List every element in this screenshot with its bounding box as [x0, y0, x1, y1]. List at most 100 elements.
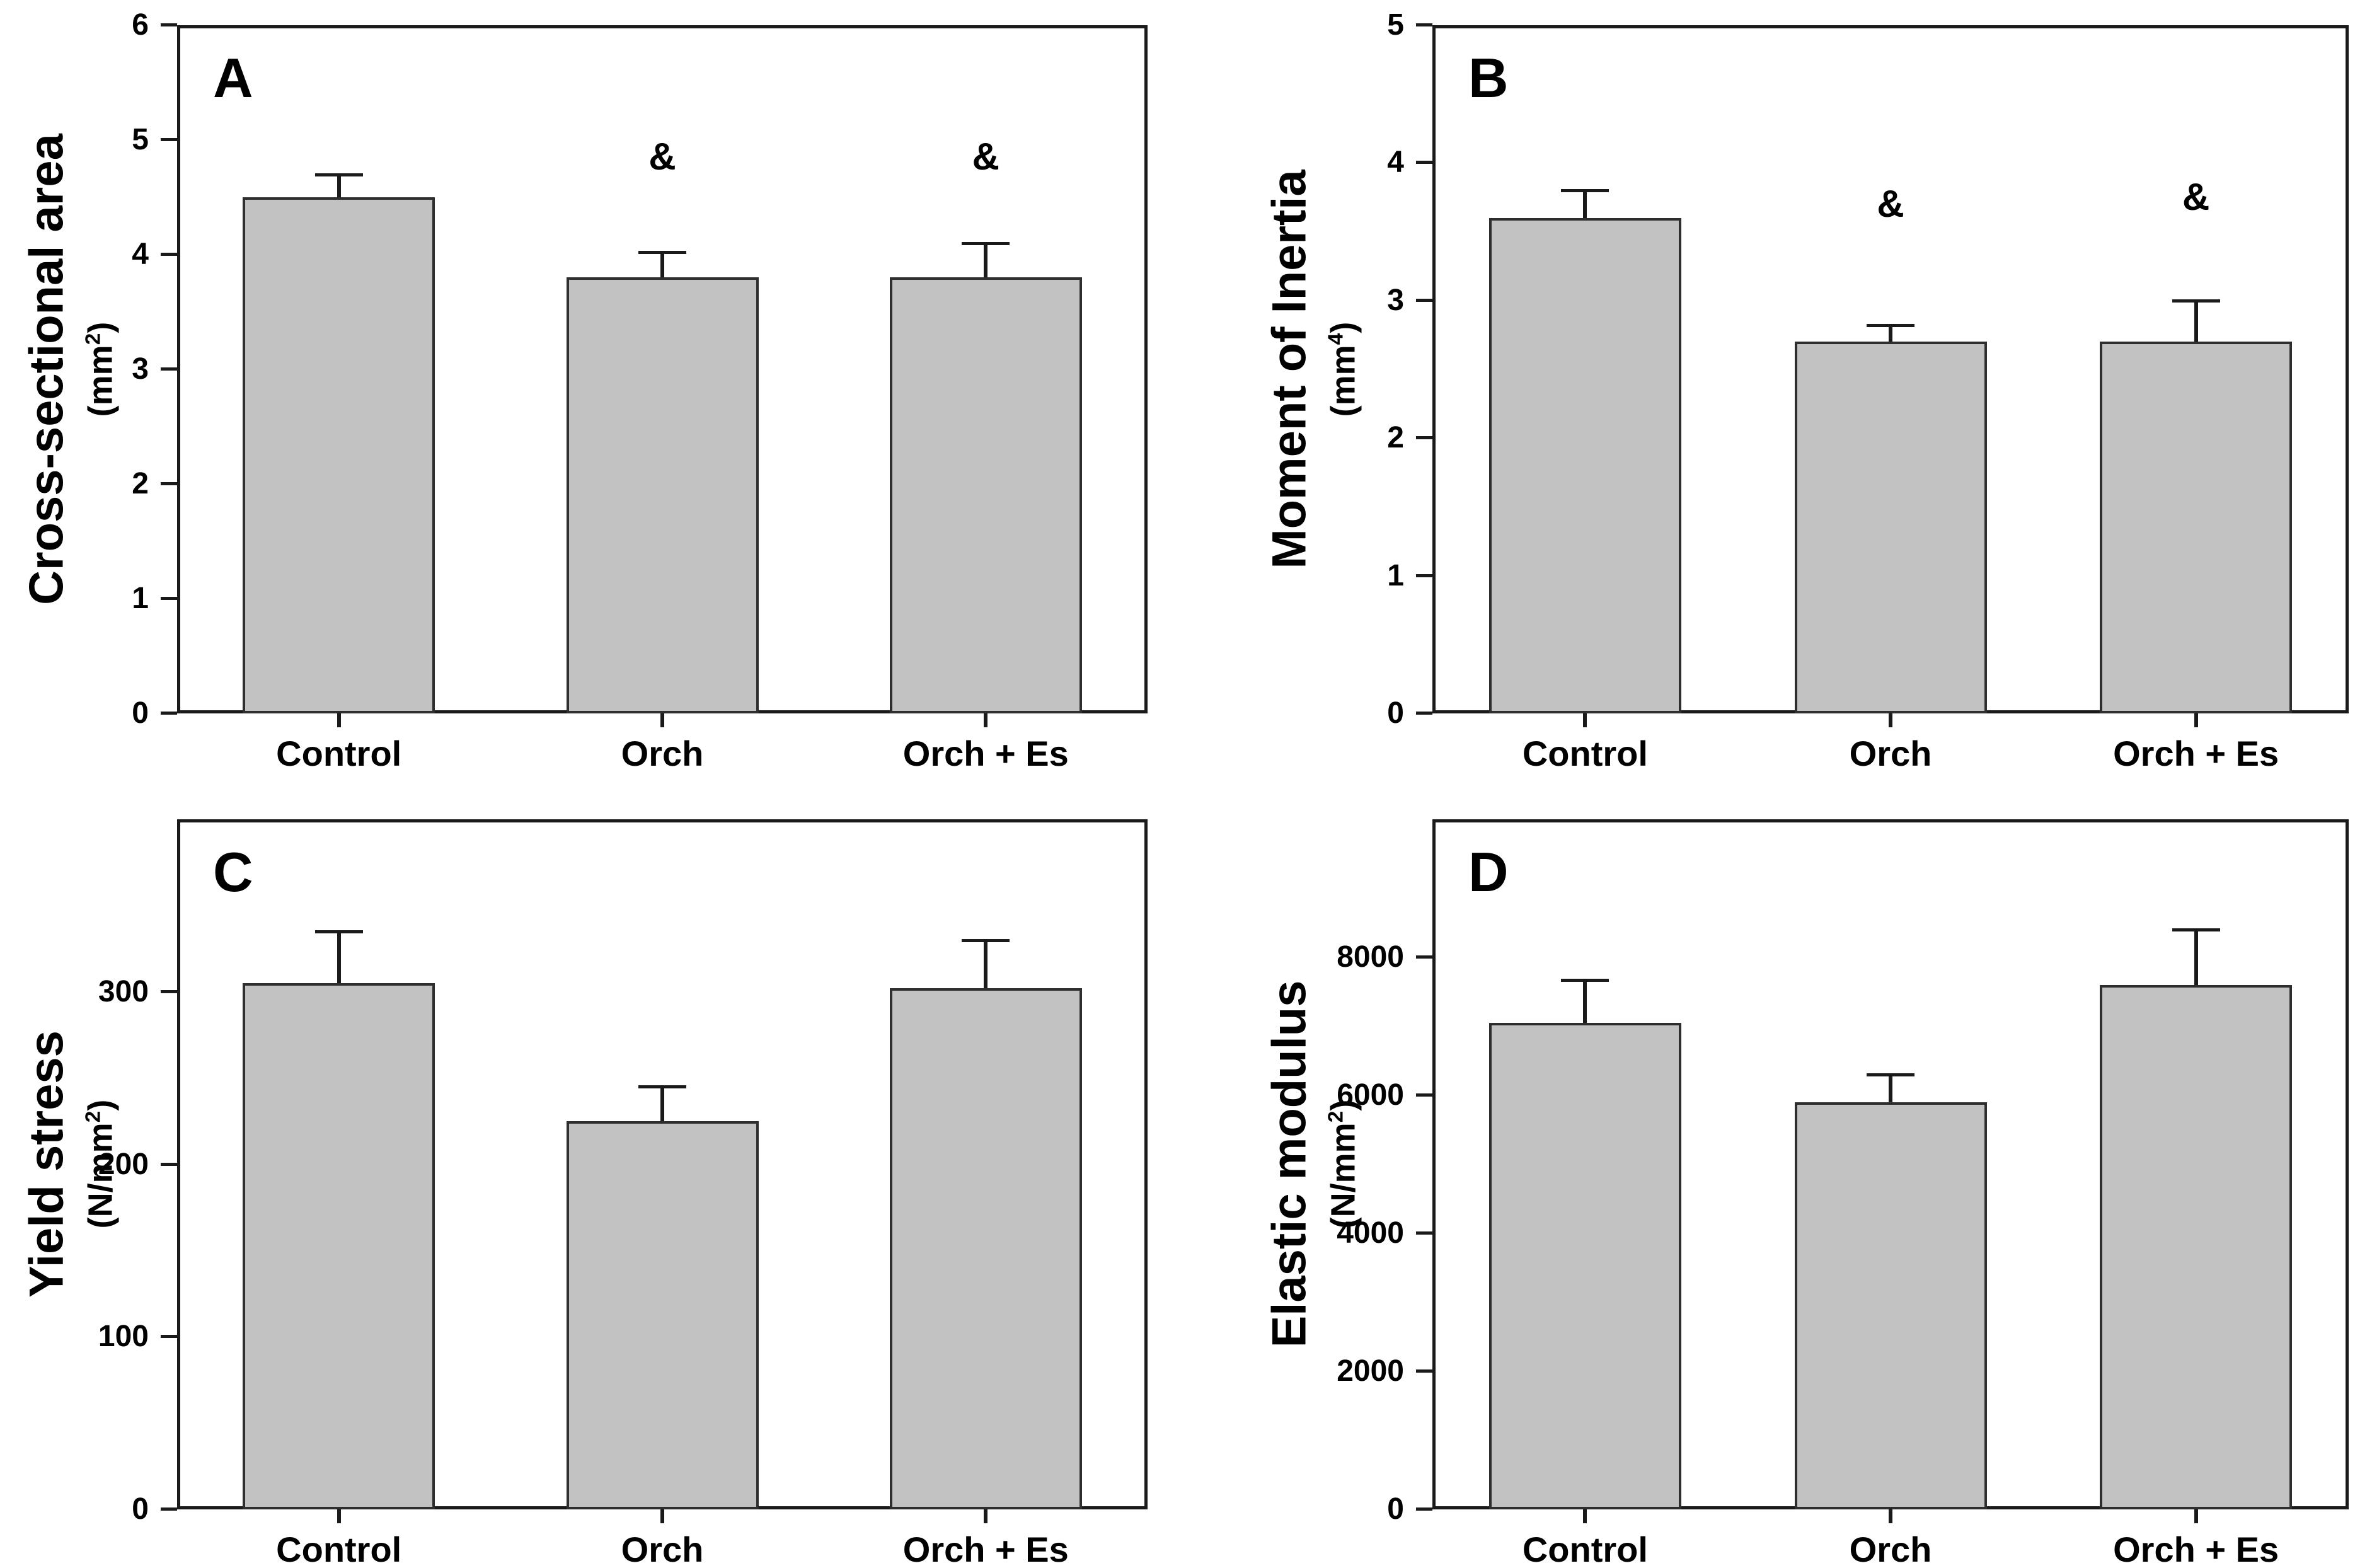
- panel-c-x-tick: [984, 1509, 988, 1523]
- panel-a-significance-marker: &: [648, 135, 676, 178]
- panel-a-error-bar: [337, 174, 341, 197]
- panel-d-error-bar-cap: [1561, 979, 1609, 983]
- panel-b-bar-orch-es: [2100, 342, 2293, 713]
- panel-a-y-tick: [161, 482, 177, 485]
- panel-c-bar-orch-es: [889, 988, 1082, 1509]
- panel-d-y-tick: [1416, 1093, 1432, 1097]
- panel-d-y-axis-title: Elastic modulus: [1262, 980, 1316, 1348]
- panel-c-bar-control: [243, 983, 435, 1509]
- panel-a-y-tick-label: 4: [132, 238, 149, 271]
- panel-d-y-tick-label: 4000: [1337, 1216, 1404, 1250]
- panel-b-y-tick: [1416, 436, 1432, 440]
- panel-d-x-tick: [2194, 1509, 2198, 1523]
- panel-d-error-bar-cap: [1867, 1073, 1914, 1077]
- panel-b-y-axis-unit: (mm4): [1324, 321, 1362, 417]
- panel-b-bar-orch: [1794, 342, 1987, 713]
- panel-c-y-tick: [161, 1335, 177, 1339]
- panel-b-x-tick: [2194, 713, 2198, 727]
- panel-d-x-tick: [1889, 1509, 1892, 1523]
- panel-a-y-tick-label: 3: [132, 352, 149, 386]
- panel-b-error-bar-cap: [1561, 189, 1609, 193]
- panel-b-error-bar: [1583, 190, 1587, 218]
- panel-b-y-tick: [1416, 298, 1432, 302]
- panel-a-x-label-orch-es: Orch + Es: [902, 734, 1069, 773]
- panel-d-x-label-orch-es: Orch + Es: [2113, 1530, 2279, 1568]
- panel-b-x-label-control: Control: [1522, 734, 1648, 773]
- panel-b-error-bar: [2194, 300, 2198, 342]
- panel-b-y-tick-label: 5: [1387, 8, 1404, 42]
- panel-d-y-tick-label: 6000: [1337, 1078, 1404, 1112]
- panel-b-y-tick: [1416, 161, 1432, 164]
- panel-d-x-tick: [1583, 1509, 1587, 1523]
- panel-b-y-tick: [1416, 23, 1432, 26]
- panel-a-y-tick: [161, 367, 177, 371]
- panel-b-y-tick-label: 3: [1387, 283, 1404, 317]
- panel-d-y-tick: [1416, 955, 1432, 959]
- panel-a-x-label-orch: Orch: [621, 734, 704, 773]
- panel-a-y-tick-label: 5: [132, 123, 149, 156]
- panel-b-x-tick: [1889, 713, 1892, 727]
- panel-d-error-bar-cap: [2172, 928, 2220, 932]
- panel-a-y-tick: [161, 712, 177, 715]
- panel-a-y-tick-label: 2: [132, 467, 149, 500]
- panel-b-y-tick: [1416, 574, 1432, 577]
- panel-c-x-label-control: Control: [276, 1530, 402, 1568]
- panel-c-y-tick-label: 200: [98, 1147, 149, 1181]
- panel-c-y-tick-label: 0: [132, 1492, 149, 1526]
- panel-a-error-bar-cap: [314, 173, 363, 176]
- panel-a-y-tick: [161, 253, 177, 256]
- panel-a-bar-control: [243, 197, 435, 713]
- panel-a-y-tick-label: 1: [132, 582, 149, 615]
- panel-c-error-bar: [660, 1087, 664, 1122]
- panel-b-bar-control: [1488, 217, 1681, 713]
- panel-b-x-label-orch: Orch: [1849, 734, 1932, 773]
- panel-d-x-label-control: Control: [1522, 1530, 1648, 1568]
- panel-c-error-bar-cap: [314, 930, 363, 933]
- panel-c-y-tick-label: 100: [98, 1320, 149, 1354]
- panel-d-y-tick-label: 0: [1387, 1492, 1404, 1526]
- panel-c-bar-orch: [566, 1121, 759, 1509]
- panel-a-y-tick: [161, 597, 177, 600]
- panel-d-error-bar: [1583, 980, 1587, 1023]
- panel-a-error-bar-cap: [638, 251, 686, 255]
- panel-c-error-bar: [984, 940, 988, 989]
- panel-d-letter: D: [1468, 841, 1509, 903]
- panel-c-x-label-orch: Orch: [621, 1530, 704, 1568]
- panel-d-y-axis-unit: (N/mm2): [1324, 1099, 1362, 1229]
- panel-b-x-tick: [1583, 713, 1587, 727]
- panel-d-bar-orch: [1794, 1102, 1987, 1509]
- panel-c-error-bar-cap: [962, 938, 1010, 942]
- panel-b-letter: B: [1468, 47, 1509, 109]
- panel-b-x-label-orch-es: Orch + Es: [2113, 734, 2279, 773]
- panel-c-x-tick: [337, 1509, 341, 1523]
- panel-b-y-tick-label: 4: [1387, 146, 1404, 180]
- panel-d-x-label-orch: Orch: [1849, 1530, 1932, 1568]
- panel-a-x-tick: [984, 713, 988, 727]
- panel-b-y-tick-label: 2: [1387, 421, 1404, 455]
- panel-b-y-tick-label: 0: [1387, 696, 1404, 730]
- panel-a-x-tick: [660, 713, 664, 727]
- panel-c-error-bar: [337, 931, 341, 984]
- panel-c-y-tick-label: 300: [98, 974, 149, 1008]
- panel-a-y-tick: [161, 23, 177, 26]
- panel-d-y-tick: [1416, 1231, 1432, 1235]
- panel-a-bar-orch-es: [889, 277, 1082, 713]
- panel-b-significance-marker: &: [1877, 182, 1904, 225]
- panel-c-y-tick: [161, 989, 177, 993]
- panel-b-error-bar-cap: [2172, 299, 2220, 303]
- panel-a-letter: A: [213, 47, 253, 109]
- panel-b-y-axis-label: Moment of Inertia (mm4): [1262, 170, 1364, 569]
- panel-d-error-bar: [2194, 930, 2198, 985]
- panel-b-y-tick-label: 1: [1387, 558, 1404, 592]
- panel-d-y-tick: [1416, 1507, 1432, 1511]
- panel-b-y-tick: [1416, 712, 1432, 715]
- panel-c-x-label-orch-es: Orch + Es: [902, 1530, 1069, 1568]
- panel-b-y-axis-title: Moment of Inertia: [1262, 170, 1316, 569]
- panel-d-bar-orch-es: [2100, 984, 2293, 1509]
- panel-c-y-tick: [161, 1162, 177, 1166]
- panel-a-bar-orch: [566, 277, 759, 713]
- panel-d-bar-control: [1488, 1023, 1681, 1509]
- panel-b-error-bar: [1889, 325, 1892, 342]
- panel-c-x-tick: [660, 1509, 664, 1523]
